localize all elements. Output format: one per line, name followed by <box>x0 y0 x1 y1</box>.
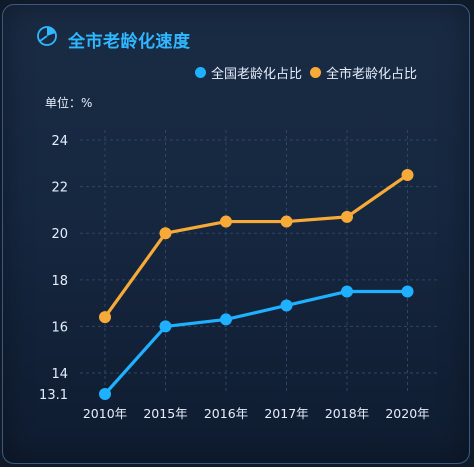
legend-item-national[interactable]: 全国老龄化占比 <box>195 63 302 82</box>
y-axis-unit-label: 单位：% <box>45 96 93 110</box>
legend-label-city: 全市老龄化占比 <box>326 67 418 82</box>
legend-dot-national <box>195 67 206 78</box>
legend-item-city[interactable]: 全市老龄化占比 <box>310 63 417 82</box>
data-point <box>220 215 232 228</box>
legend-dot-city <box>310 67 322 78</box>
data-point <box>341 210 353 223</box>
data-point <box>401 168 414 181</box>
x-tick-label: 2018年 <box>325 406 369 421</box>
y-tick-label: 14 <box>51 367 68 382</box>
series-line-2 <box>103 173 410 319</box>
data-point <box>159 227 172 240</box>
chart-panel <box>2 4 470 464</box>
chart-icon <box>37 26 57 46</box>
chart-legend: 全国老龄化占比 全市老龄化占比 <box>195 63 425 82</box>
x-tick-label: 2020年 <box>385 406 429 421</box>
y-tick-label: 18 <box>51 274 68 289</box>
data-point <box>159 320 172 333</box>
data-point <box>401 285 414 298</box>
x-tick-label: 2015年 <box>143 406 187 421</box>
x-tick-label: 2017年 <box>264 406 308 421</box>
y-tick-label: 20 <box>51 227 68 242</box>
x-tick-label: 2010年 <box>83 406 127 421</box>
data-point <box>341 285 353 298</box>
series-line-1 <box>103 289 410 396</box>
data-point <box>99 311 111 324</box>
data-point <box>220 313 232 326</box>
chart-title: 全市老龄化速度 <box>68 32 191 52</box>
y-tick-label: 24 <box>51 134 68 149</box>
data-point <box>280 299 293 312</box>
x-tick-label: 2016年 <box>204 406 248 421</box>
data-point <box>280 215 293 228</box>
data-point <box>99 388 111 400</box>
y-tick-label: 13.1 <box>39 388 68 403</box>
y-tick-label: 22 <box>51 181 68 196</box>
y-tick-label: 16 <box>51 320 68 335</box>
legend-label-national: 全国老龄化占比 <box>211 67 303 82</box>
